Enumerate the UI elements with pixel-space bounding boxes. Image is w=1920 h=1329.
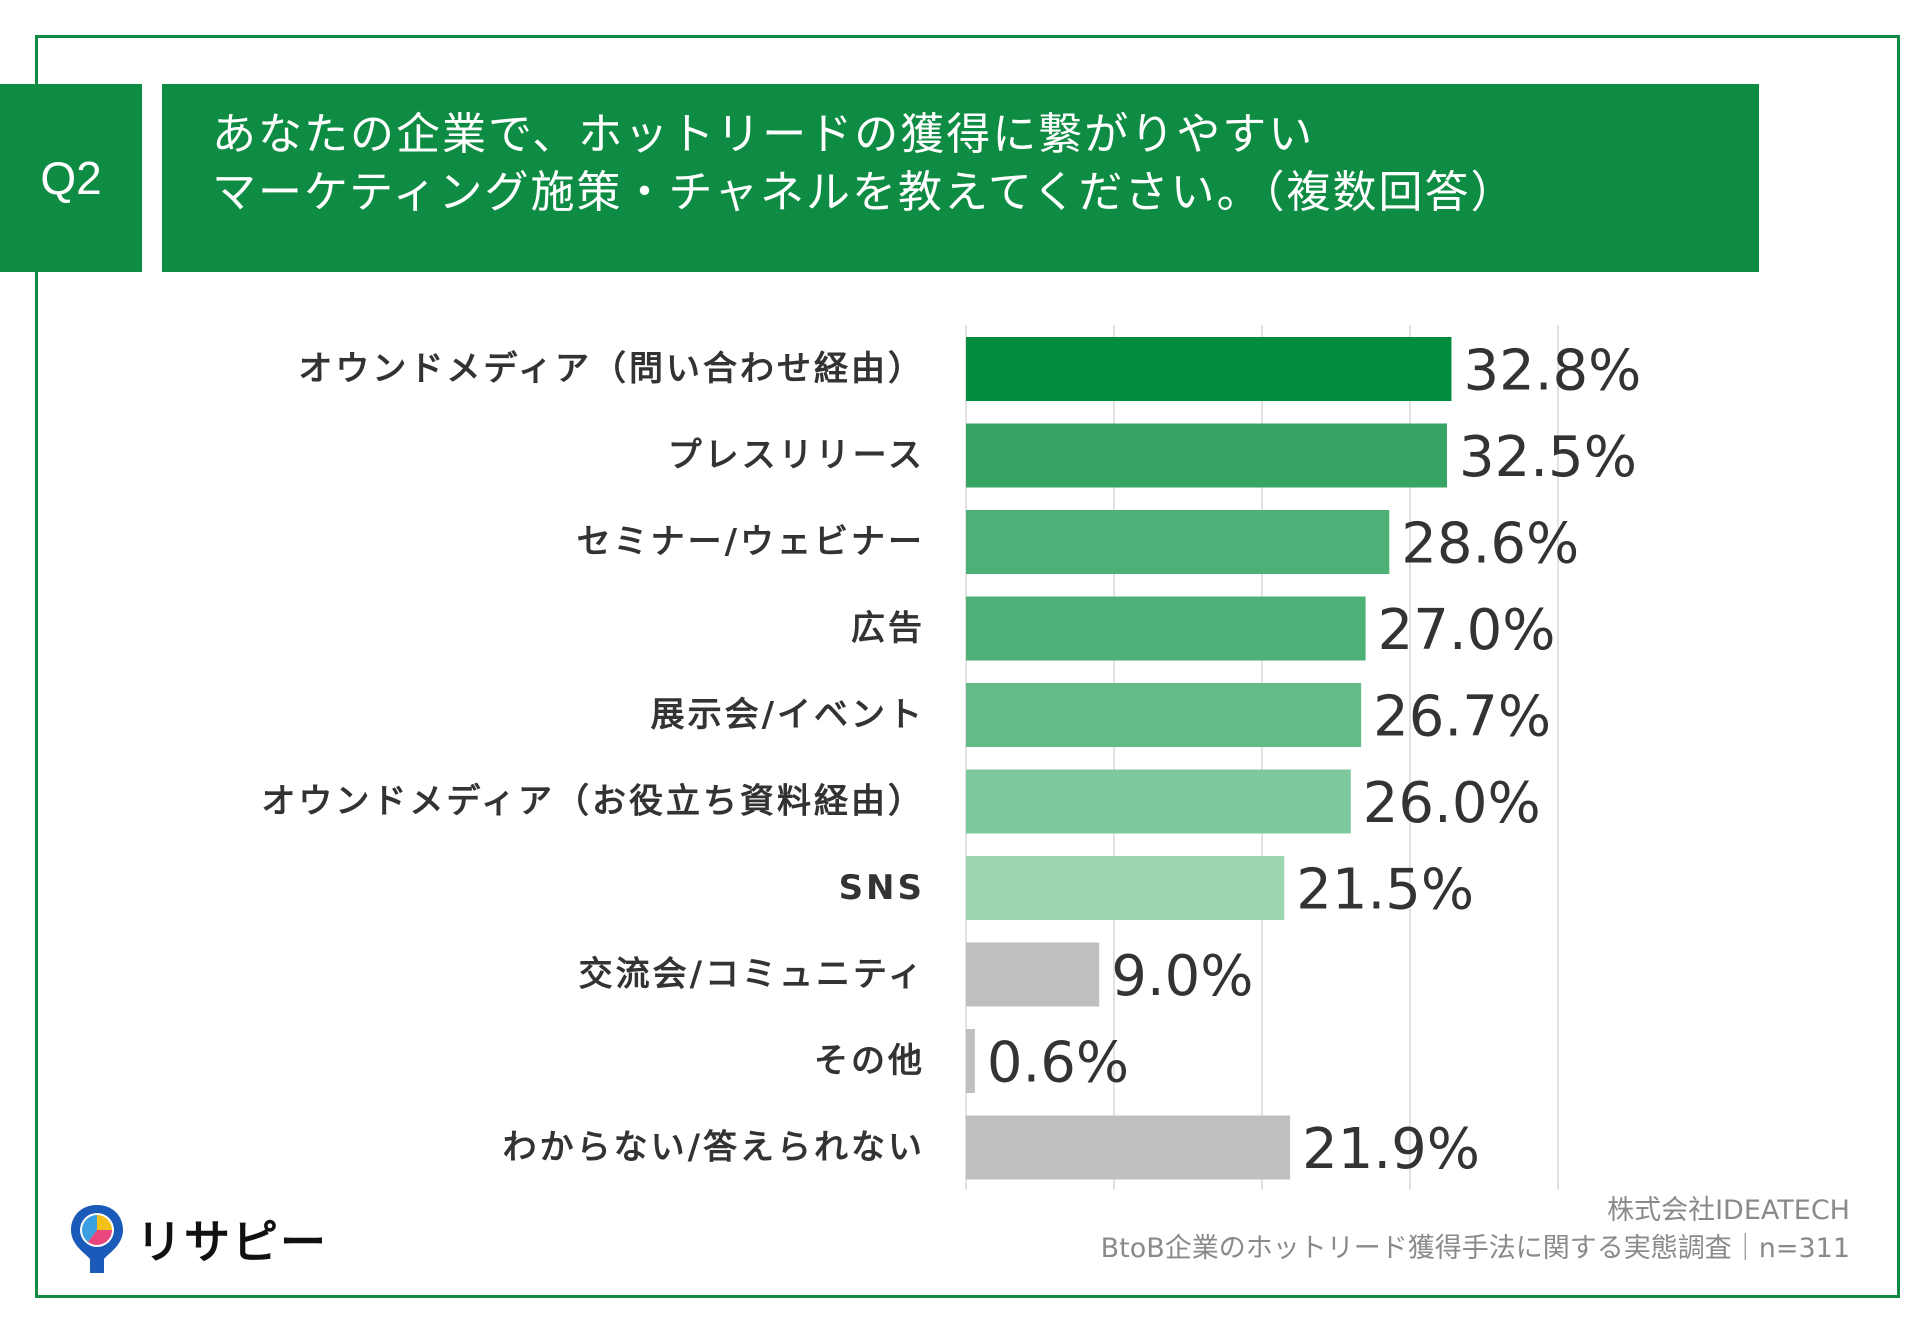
bar [966,1029,975,1093]
category-label: 展示会/イベント [651,695,925,735]
category-label: SNS [839,868,925,908]
data-label: 28.6% [1401,512,1579,577]
source-survey: BtoB企業のホットリード獲得手法に関する実態調査｜n=311 [1100,1233,1850,1264]
bar [966,942,1100,1007]
question-number-label: Q2 [40,152,102,204]
data-label: 21.9% [1302,1117,1480,1182]
bar [966,856,1285,920]
data-label: 9.0% [1111,944,1253,1009]
bar [966,337,1452,401]
category-label: わからない/答えられない [503,1128,925,1168]
brand-logo: リサピー [68,1203,328,1275]
question-title-line-1: あなたの企業で、ホットリードの獲得に繋がりやすい [212,109,1315,160]
category-label: プレスリリース [668,436,925,476]
data-label: 0.6% [987,1031,1129,1096]
data-label: 32.8% [1463,339,1641,404]
category-label: 広告 [851,609,925,649]
data-label: 26.7% [1373,685,1551,750]
source-note: 株式会社IDEATECH BtoB企業のホットリード獲得手法に関する実態調査｜n… [1101,1192,1850,1268]
question-number: Q2 [0,84,142,272]
data-label: 26.0% [1363,771,1541,836]
question-title: あなたの企業で、ホットリードの獲得に繋がりやすい マーケティング施策・チャネルを… [162,84,1759,272]
data-label: 21.5% [1296,858,1474,923]
brand-logo-text: リサピー [136,1215,328,1269]
question-title-line-2: マーケティング施策・チャネルを教えてください。（複数回答） [212,167,1517,218]
category-label: その他 [814,1041,925,1081]
category-label: オウンドメディア（お役立ち資料経由） [261,782,925,822]
category-label: セミナー/ウェビナー [577,522,925,562]
category-label: 交流会/コミュニティ [579,955,925,995]
source-company: 株式会社IDEATECH [1607,1195,1850,1226]
bar [966,1115,1291,1180]
bar [966,423,1447,488]
bar [966,769,1351,834]
bar [966,596,1366,661]
data-label: 32.5% [1459,425,1637,490]
data-label: 27.0% [1378,598,1556,663]
pin-logo-icon [71,1205,123,1273]
bar [966,510,1390,574]
bar [966,683,1362,747]
category-label: オウンドメディア（問い合わせ経由） [298,349,925,389]
chart-frame [35,35,1900,1298]
